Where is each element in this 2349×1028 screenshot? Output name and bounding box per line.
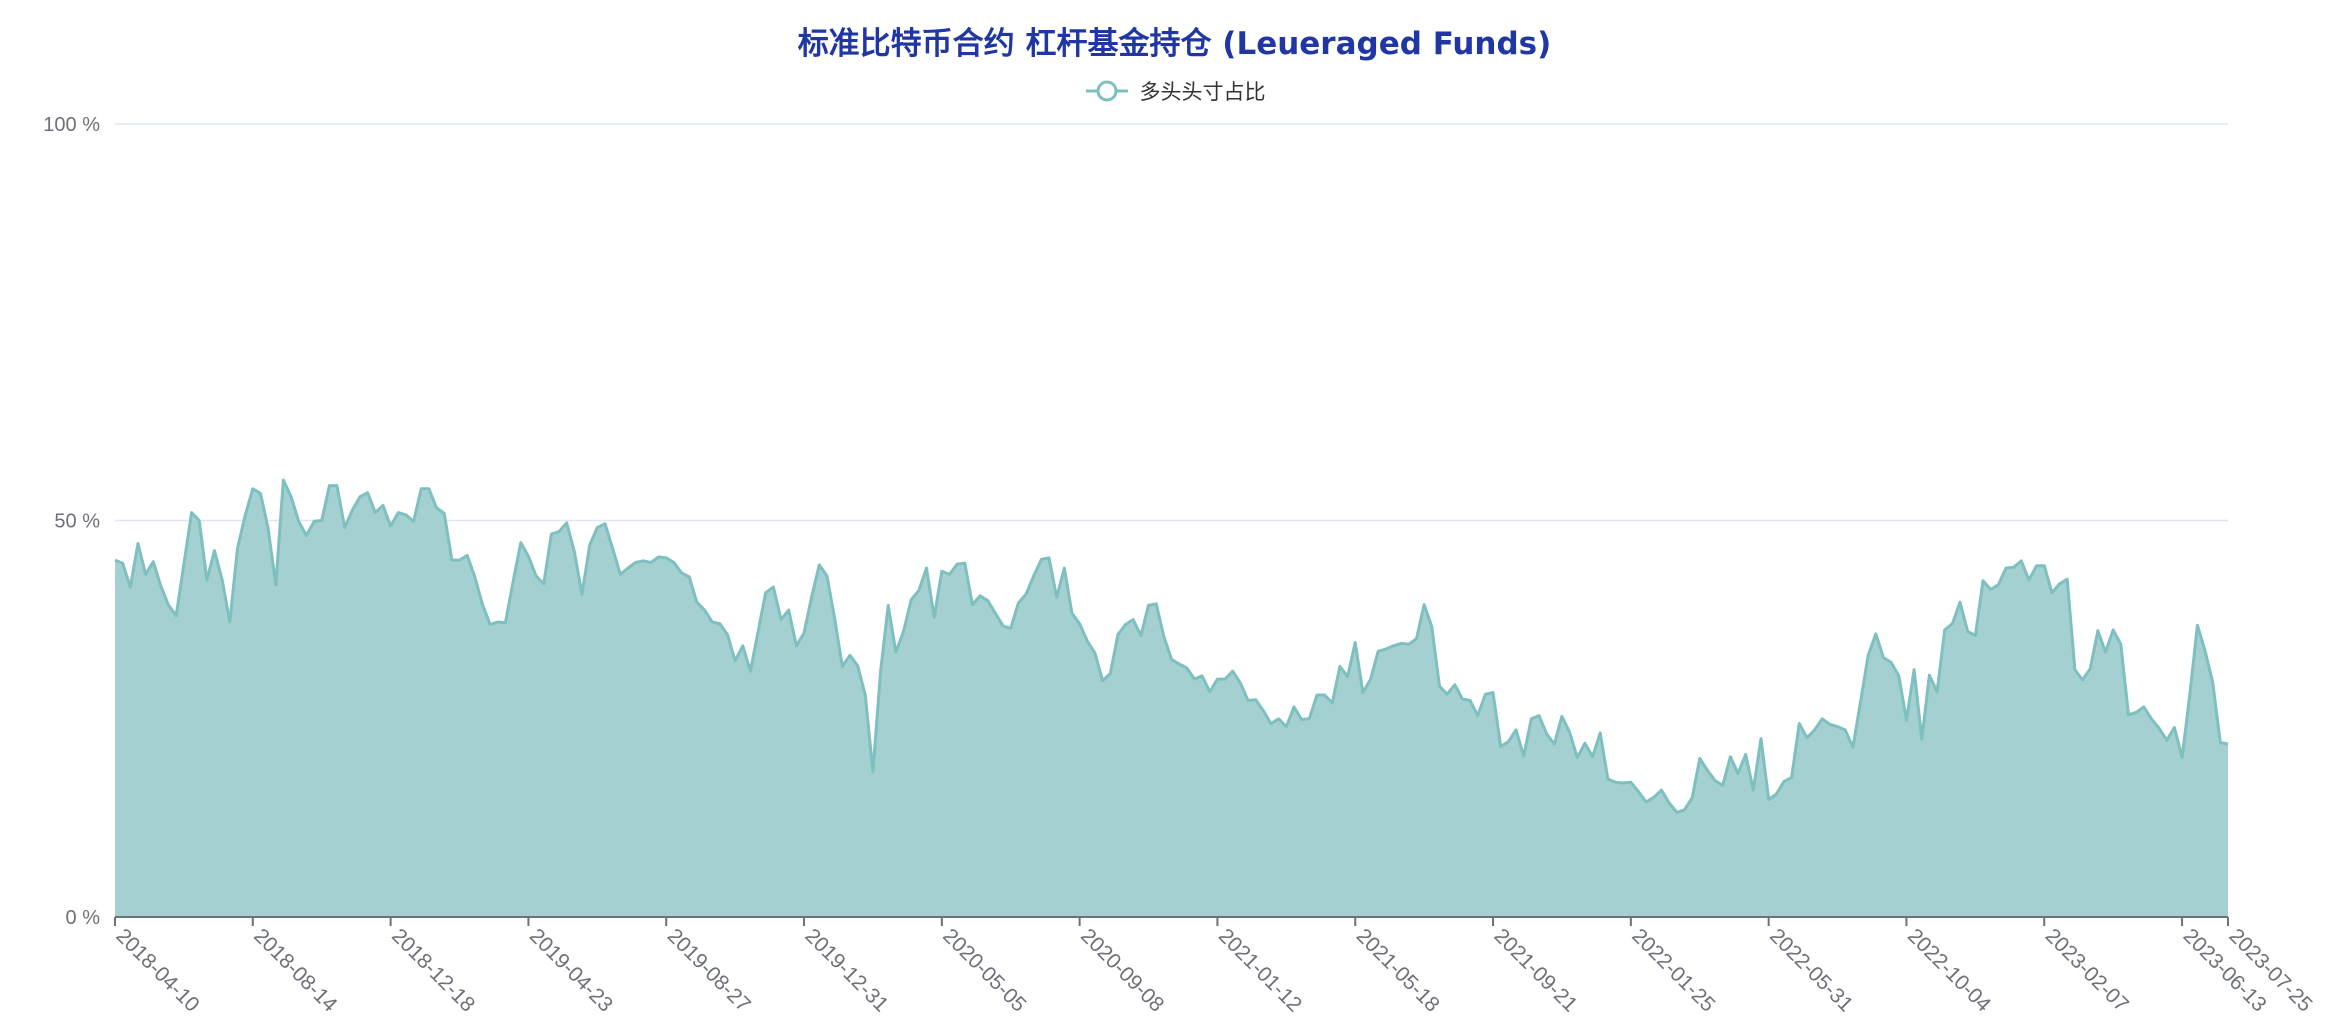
series-area bbox=[115, 480, 2228, 917]
grid-lines bbox=[115, 123, 2228, 522]
x-tick-label: 2018-04-10 bbox=[111, 924, 203, 1016]
y-tick-label: 100 % bbox=[43, 114, 100, 136]
x-tick-label: 2021-09-21 bbox=[1489, 924, 1581, 1016]
x-tick-label: 2023-02-07 bbox=[2041, 924, 2133, 1016]
legend-item-long-ratio[interactable]: 多头头寸占比 bbox=[1084, 76, 1266, 106]
chart-title: 标准比特币合约 杠杆基金持仓 (Leueraged Funds) bbox=[797, 26, 1552, 62]
x-tick-label: 2020-05-05 bbox=[938, 924, 1030, 1016]
x-tick-label: 2022-05-31 bbox=[1765, 924, 1857, 1016]
x-tick-label: 2018-08-14 bbox=[249, 924, 341, 1016]
x-tick-label: 2019-04-23 bbox=[525, 924, 617, 1016]
x-tick-label: 2022-01-25 bbox=[1627, 924, 1719, 1016]
x-tick-label: 2019-08-27 bbox=[663, 924, 755, 1016]
y-tick-label: 50 % bbox=[54, 511, 100, 533]
x-tick-label: 2021-01-12 bbox=[1214, 924, 1306, 1016]
series-line bbox=[114, 478, 2229, 814]
legend-label: 多头头寸占比 bbox=[1139, 80, 1266, 104]
legend-line-circle-icon bbox=[1085, 80, 1128, 102]
x-tick-label: 2022-10-04 bbox=[1903, 924, 1995, 1016]
legend: 多头头寸占比 bbox=[0, 76, 2349, 106]
x-tick-label: 2019-12-31 bbox=[800, 924, 892, 1016]
x-tick-label: 2021-05-18 bbox=[1352, 924, 1444, 1016]
series-layer bbox=[114, 478, 2229, 917]
y-tick-label: 0 % bbox=[66, 907, 101, 929]
x-tick-label: 2018-12-18 bbox=[387, 924, 479, 1016]
x-tick-label: 2020-09-08 bbox=[1076, 924, 1168, 1016]
